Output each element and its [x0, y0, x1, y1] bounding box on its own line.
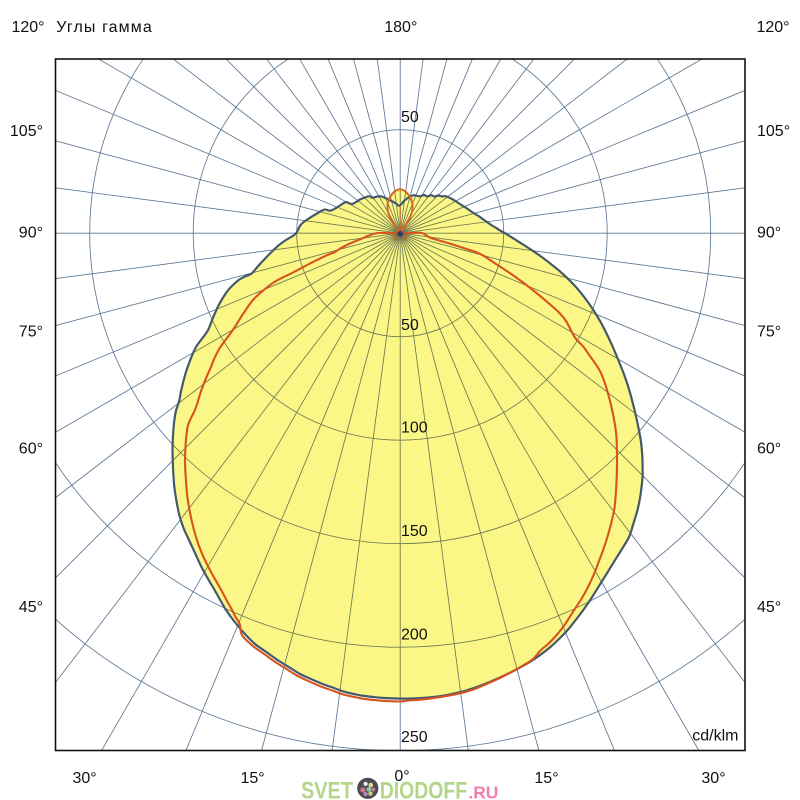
svg-text:105°: 105°	[10, 123, 43, 140]
svg-text:180°: 180°	[384, 19, 417, 36]
svg-text:50: 50	[401, 109, 419, 126]
svg-text:15°: 15°	[240, 770, 264, 787]
svg-text:SVET: SVET	[301, 778, 353, 800]
svg-text:75°: 75°	[757, 324, 781, 341]
svg-text:120°: 120°	[756, 19, 789, 36]
svg-text:90°: 90°	[757, 225, 781, 242]
svg-text:45°: 45°	[757, 599, 781, 616]
svg-text:.RU: .RU	[468, 782, 498, 800]
svg-text:200: 200	[401, 627, 428, 644]
svg-text:250: 250	[401, 729, 428, 746]
svg-text:100: 100	[401, 420, 428, 437]
svg-text:cd/klm: cd/klm	[692, 728, 738, 745]
svg-text:0°: 0°	[394, 768, 409, 785]
svg-text:30°: 30°	[701, 770, 725, 787]
svg-text:DIODOFF: DIODOFF	[380, 778, 468, 800]
svg-text:90°: 90°	[19, 225, 43, 242]
svg-text:15°: 15°	[534, 770, 558, 787]
svg-text:50: 50	[401, 317, 419, 334]
svg-text:60°: 60°	[19, 441, 43, 458]
svg-text:150: 150	[401, 523, 428, 540]
svg-text:Углы гамма: Углы гамма	[56, 19, 152, 36]
svg-text:45°: 45°	[19, 599, 43, 616]
svg-text:60°: 60°	[757, 441, 781, 458]
svg-text:105°: 105°	[757, 123, 790, 140]
svg-text:120°: 120°	[11, 19, 44, 36]
svg-text:30°: 30°	[72, 770, 96, 787]
svg-text:75°: 75°	[19, 324, 43, 341]
